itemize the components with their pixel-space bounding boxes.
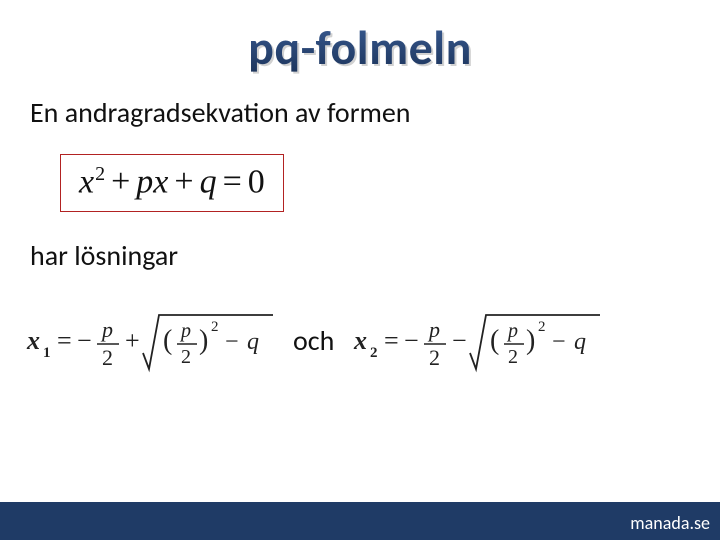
svg-text:2: 2 xyxy=(102,345,113,370)
svg-text:): ) xyxy=(526,325,535,356)
svg-text:2: 2 xyxy=(211,319,219,335)
svg-text:p: p xyxy=(506,320,518,342)
svg-text:p: p xyxy=(427,317,440,342)
svg-text:p: p xyxy=(179,320,191,342)
svg-text:(: ( xyxy=(163,325,172,356)
svg-text:−: − xyxy=(404,326,419,355)
svg-text:p: p xyxy=(100,317,113,342)
equation-box-wrap: x2+px+q=0 xyxy=(0,140,720,212)
svg-text:(: ( xyxy=(490,325,499,356)
svg-text:x: x xyxy=(26,326,40,355)
equation-box: x2+px+q=0 xyxy=(60,154,284,212)
svg-text:2: 2 xyxy=(538,319,546,335)
svg-text:2: 2 xyxy=(429,345,440,370)
svg-text:x: x xyxy=(353,326,367,355)
svg-text:=: = xyxy=(384,326,399,355)
svg-text:−: − xyxy=(452,326,467,355)
sub-intro-text: har lösningar xyxy=(0,212,720,281)
footer-bar: manada.se xyxy=(0,502,720,540)
svg-text:−: − xyxy=(225,329,239,355)
svg-text:): ) xyxy=(199,325,208,356)
svg-text:=: = xyxy=(57,326,72,355)
svg-text:2: 2 xyxy=(181,346,191,368)
footer-text: manada.se xyxy=(630,512,710,534)
page-title: pq-folmeln xyxy=(248,18,472,77)
svg-text:2: 2 xyxy=(370,345,378,361)
formula-x1: x 1 = − p 2 + ( p 2 ) 2 xyxy=(25,299,275,381)
connector-text: och xyxy=(289,323,338,358)
svg-text:1: 1 xyxy=(43,345,51,361)
formula-row: x 1 = − p 2 + ( p 2 ) 2 xyxy=(0,281,720,381)
svg-text:q: q xyxy=(574,329,586,355)
svg-text:−: − xyxy=(552,329,566,355)
svg-text:+: + xyxy=(125,326,140,355)
formula-x2: x 2 = − p 2 − ( p 2 ) 2 − q xyxy=(352,299,602,381)
title-region: pq-folmeln pq-folmeln xyxy=(0,0,720,77)
svg-text:q: q xyxy=(247,329,259,355)
svg-text:2: 2 xyxy=(508,346,518,368)
intro-text: En andragradsekvation av formen xyxy=(0,77,720,140)
svg-text:−: − xyxy=(77,326,92,355)
